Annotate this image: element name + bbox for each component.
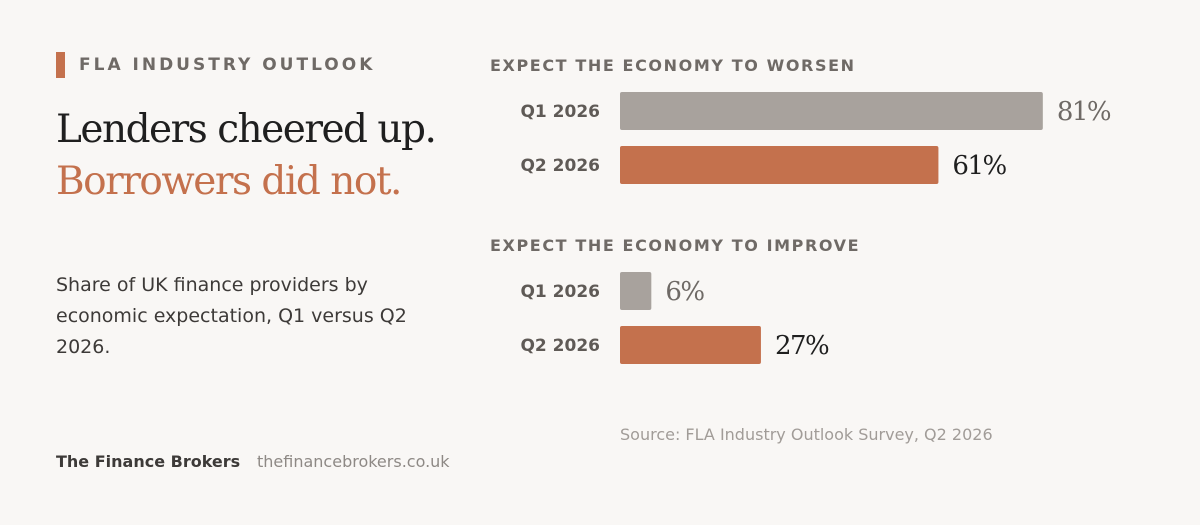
category-label: Q2 2026 bbox=[520, 156, 600, 176]
category-label: Q2 2026 bbox=[520, 336, 600, 356]
brand-url: thefinancebrokers.co.uk bbox=[257, 452, 450, 471]
kicker-accent-bar bbox=[56, 52, 65, 78]
chart-description: Share of UK finance providers by economi… bbox=[56, 274, 407, 358]
category-label: Q1 2026 bbox=[520, 102, 600, 122]
category-label: Q1 2026 bbox=[520, 282, 600, 302]
value-label: 27% bbox=[775, 331, 829, 361]
source-note: Source: FLA Industry Outlook Survey, Q2 … bbox=[620, 425, 993, 444]
headline-line-2: Borrowers did not. bbox=[56, 159, 402, 204]
bar bbox=[620, 326, 761, 364]
kicker-text: FLA INDUSTRY OUTLOOK bbox=[79, 55, 376, 75]
kicker: FLA INDUSTRY OUTLOOK bbox=[56, 52, 375, 78]
value-label: 6% bbox=[665, 277, 704, 307]
bar bbox=[620, 146, 939, 184]
brand-name: The Finance Brokers bbox=[56, 452, 241, 471]
headline: Lenders cheered up. Borrowers did not. bbox=[56, 104, 456, 208]
group-title: EXPECT THE ECONOMY TO WORSEN bbox=[490, 56, 856, 75]
value-label: 81% bbox=[1057, 97, 1111, 127]
bar bbox=[620, 272, 652, 310]
bar bbox=[620, 92, 1043, 130]
headline-line-1: Lenders cheered up. bbox=[56, 107, 437, 152]
group-title: EXPECT THE ECONOMY TO IMPROVE bbox=[490, 236, 860, 255]
value-label: 61% bbox=[952, 151, 1006, 181]
